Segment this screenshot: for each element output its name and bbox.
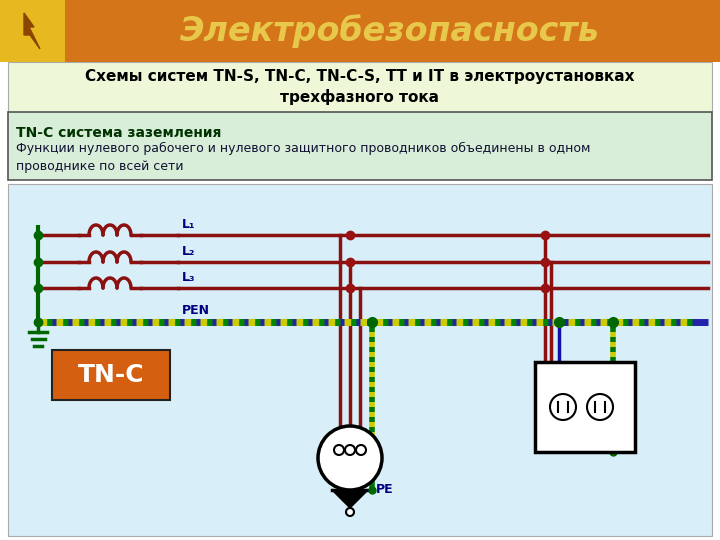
Text: Схемы систем TN-S, TN-C, TN-C-S, ТТ и IT в электроустановках
трехфазного тока: Схемы систем TN-S, TN-C, TN-C-S, ТТ и IT…: [85, 69, 635, 105]
Text: L₁: L₁: [182, 218, 196, 231]
Bar: [0, 0, 720, 62]
Circle shape: [346, 508, 354, 516]
Bar: [8, 184, 712, 536]
Text: Электробезопасность: Электробезопасность: [180, 14, 600, 48]
Circle shape: [587, 394, 613, 420]
Bar: [8, 112, 712, 180]
Polygon shape: [332, 490, 368, 508]
Circle shape: [334, 445, 344, 455]
Bar: [0, 0, 65, 62]
Circle shape: [318, 426, 382, 490]
Circle shape: [550, 394, 576, 420]
Text: TN-C система заземления: TN-C система заземления: [16, 126, 221, 140]
Bar: [535, 362, 635, 452]
Text: TN-C: TN-C: [78, 363, 144, 387]
Text: L₃: L₃: [182, 271, 196, 284]
Circle shape: [345, 445, 355, 455]
Text: PE: PE: [617, 444, 634, 457]
Bar: [8, 62, 712, 112]
Text: PE: PE: [376, 483, 394, 496]
Circle shape: [356, 445, 366, 455]
Polygon shape: [24, 13, 40, 49]
Bar: [52, 350, 170, 400]
Text: PEN: PEN: [182, 304, 210, 317]
Text: Функции нулевого рабочего и нулевого защитного проводников объединены в одном
пр: Функции нулевого рабочего и нулевого защ…: [16, 142, 590, 173]
Text: L₂: L₂: [182, 245, 195, 258]
